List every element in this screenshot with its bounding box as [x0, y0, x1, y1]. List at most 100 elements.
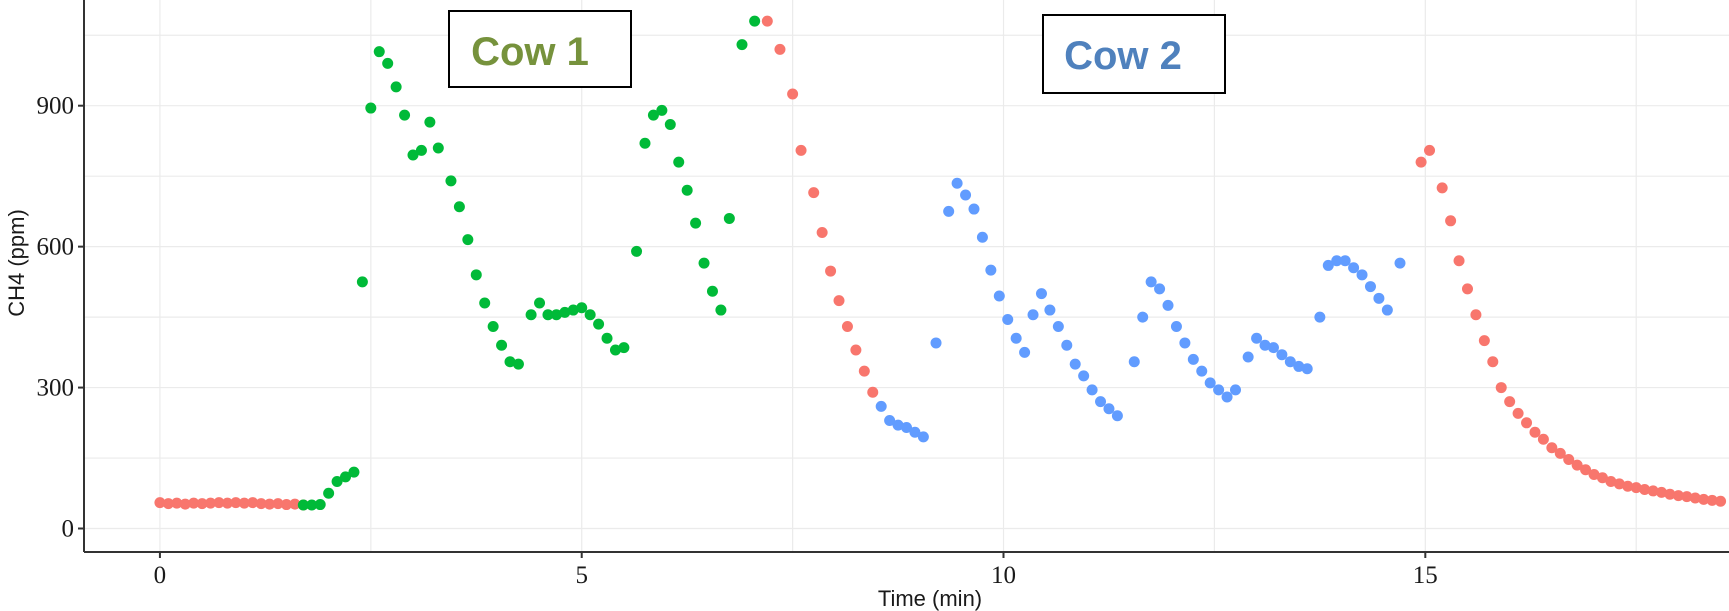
- data-point: [470, 269, 482, 281]
- data-point: [1187, 353, 1199, 365]
- data-point: [618, 342, 630, 354]
- data-point: [1170, 321, 1182, 333]
- data-point: [445, 175, 457, 187]
- data-point: [221, 497, 233, 509]
- data-point: [867, 386, 879, 398]
- data-point: [230, 497, 242, 509]
- data-point: [179, 498, 191, 510]
- data-point: [154, 497, 166, 509]
- data-point: [749, 15, 761, 27]
- data-point: [1322, 259, 1334, 271]
- data-point: [1630, 482, 1642, 494]
- data-point: [1571, 459, 1583, 471]
- annotation-cow-1-label: Cow 1: [471, 30, 589, 74]
- data-point: [884, 414, 896, 426]
- data-point: [504, 356, 516, 368]
- data-point: [993, 290, 1005, 302]
- data-point: [1622, 480, 1634, 492]
- data-point: [723, 212, 735, 224]
- data-point: [1230, 384, 1241, 396]
- data-point: [306, 499, 318, 511]
- grid-lines: [84, 0, 1729, 552]
- data-point: [238, 497, 250, 509]
- data-point: [1339, 255, 1351, 267]
- data-point: [917, 431, 929, 443]
- data-point: [1672, 490, 1684, 502]
- data-point: [1348, 262, 1360, 274]
- data-point: [331, 476, 343, 488]
- data-point: [593, 318, 605, 330]
- data-point: [247, 497, 259, 509]
- data-point: [639, 137, 651, 149]
- data-point: [1605, 476, 1617, 488]
- data-point: [1061, 339, 1073, 351]
- data-point: [1044, 304, 1056, 316]
- data-point: [1111, 410, 1123, 422]
- data-point: [1137, 311, 1149, 323]
- data-point: [1681, 491, 1693, 503]
- data-point: [681, 184, 693, 196]
- data-point: [1664, 488, 1676, 500]
- data-point: [1521, 417, 1533, 429]
- data-point: [1613, 478, 1625, 490]
- data-point: [1639, 484, 1651, 496]
- data-point: [1284, 356, 1296, 368]
- data-point: [601, 332, 613, 344]
- y-tick-label: 300: [37, 375, 75, 402]
- data-point: [943, 205, 955, 217]
- data-point: [1554, 447, 1566, 459]
- data-point: [1221, 391, 1233, 403]
- data-point: [664, 118, 676, 130]
- data-point: [1647, 485, 1659, 497]
- data-point: [1078, 370, 1090, 382]
- data-point: [930, 337, 942, 349]
- data-point: [673, 156, 685, 168]
- data-point: [1010, 332, 1022, 344]
- data-point: [365, 102, 377, 114]
- annotation-cow-2: Cow 2: [1042, 14, 1226, 94]
- data-point: [1069, 358, 1081, 370]
- data-point: [205, 497, 217, 509]
- data-point: [1415, 156, 1427, 168]
- data-point: [1035, 288, 1047, 300]
- x-tick-label: 0: [154, 562, 167, 589]
- data-point: [1356, 269, 1368, 281]
- data-point: [1698, 493, 1710, 505]
- data-point: [631, 245, 643, 257]
- data-point: [264, 498, 276, 510]
- data-point: [850, 344, 862, 356]
- data-point: [1373, 292, 1385, 304]
- data-point: [382, 57, 394, 69]
- data-point: [280, 499, 292, 511]
- data-points: [154, 15, 1727, 511]
- data-point: [462, 234, 474, 246]
- data-point: [512, 358, 524, 370]
- data-point: [1293, 360, 1305, 372]
- data-point: [525, 309, 537, 321]
- data-point: [795, 144, 807, 156]
- data-point: [833, 295, 845, 307]
- y-axis-title: CH4 (ppm): [4, 209, 29, 317]
- data-point: [1487, 356, 1499, 368]
- data-point: [875, 400, 887, 412]
- data-point: [1563, 453, 1575, 465]
- data-point: [1478, 335, 1490, 347]
- data-point: [1537, 433, 1549, 445]
- data-point: [909, 426, 921, 438]
- data-point: [706, 285, 718, 297]
- x-tick-label: 10: [991, 562, 1016, 589]
- data-point: [255, 498, 267, 510]
- data-point: [1512, 407, 1524, 419]
- data-point: [496, 339, 508, 351]
- x-axis-title: Time (min): [878, 586, 982, 611]
- x-tick-label: 5: [575, 562, 588, 589]
- data-point: [1145, 276, 1157, 288]
- data-point: [1052, 321, 1064, 333]
- y-tick-label: 600: [37, 234, 75, 261]
- x-tick-labels: 0 5 10 15: [154, 562, 1438, 589]
- data-point: [1436, 182, 1448, 194]
- data-point: [188, 497, 200, 509]
- data-point: [1196, 365, 1208, 377]
- data-point: [1580, 464, 1592, 476]
- data-point: [968, 203, 980, 215]
